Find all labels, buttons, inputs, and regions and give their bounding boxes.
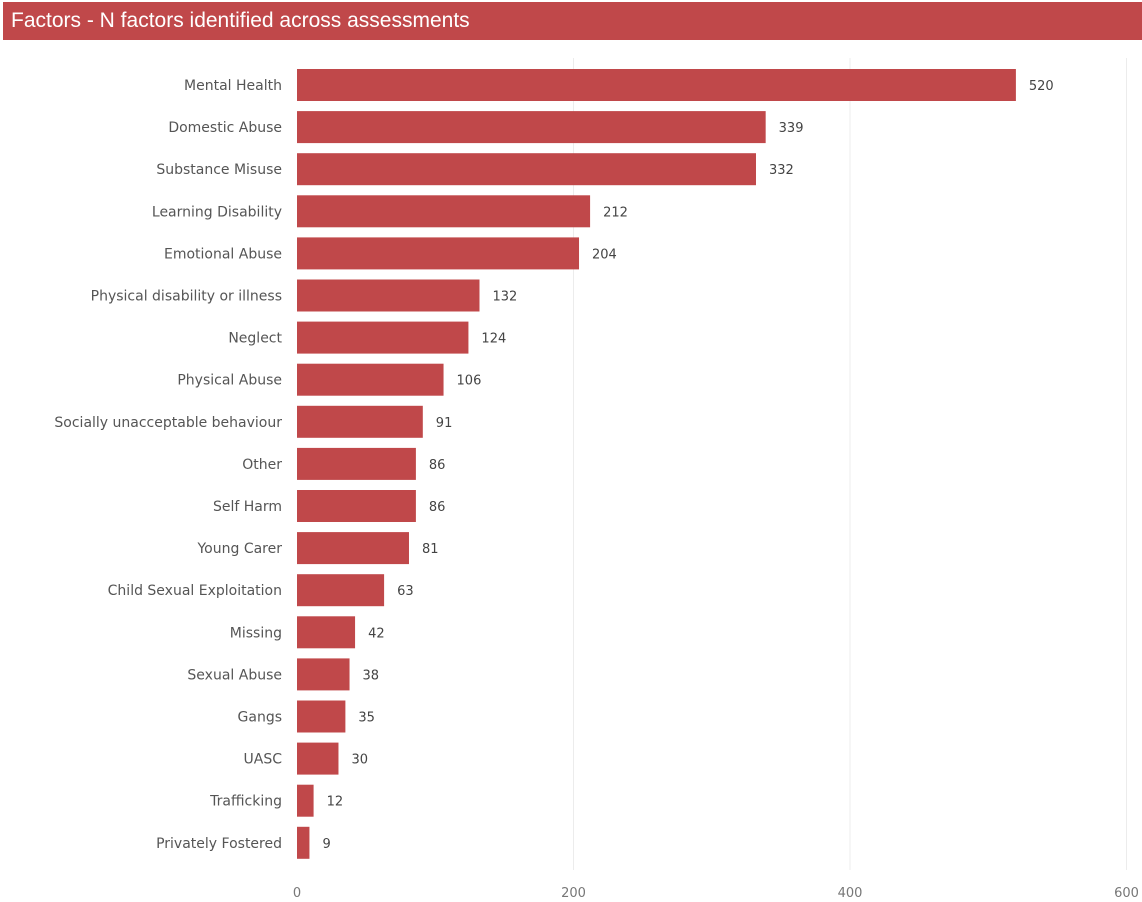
x-tick-label: 0 — [293, 886, 301, 901]
x-axis-ticks: 0 200 400 600 — [293, 886, 1139, 901]
data-label: 124 — [481, 332, 506, 347]
category-label: Substance Misuse — [156, 162, 282, 178]
category-label: Other — [242, 457, 282, 473]
category-label: Sexual Abuse — [187, 667, 282, 683]
category-label: Neglect — [228, 331, 282, 347]
data-label: 63 — [397, 584, 414, 599]
data-label: 42 — [368, 626, 385, 641]
bar[interactable] — [297, 447, 416, 480]
data-label: 106 — [457, 374, 482, 389]
bar[interactable] — [297, 111, 766, 144]
x-tick-label: 200 — [561, 886, 586, 901]
data-label: 339 — [779, 121, 804, 136]
data-label: 12 — [327, 795, 344, 810]
bar[interactable] — [297, 784, 314, 817]
data-label: 9 — [322, 837, 330, 852]
category-label: Emotional Abuse — [164, 246, 282, 262]
x-tick-label: 400 — [838, 886, 863, 901]
category-labels: Mental Health Domestic Abuse Substance Mis… — [54, 78, 282, 852]
data-label: 81 — [422, 542, 439, 557]
bar[interactable] — [297, 532, 409, 565]
category-label: Mental Health — [184, 78, 282, 94]
data-label: 212 — [603, 205, 628, 220]
bar[interactable] — [297, 69, 1016, 101]
bar[interactable] — [297, 195, 591, 228]
data-label: 204 — [592, 247, 617, 262]
data-label: 86 — [429, 500, 446, 515]
data-label: 520 — [1029, 79, 1054, 94]
category-label: Self Harm — [213, 499, 282, 515]
bar[interactable] — [297, 826, 310, 859]
category-label: Missing — [230, 625, 282, 641]
bar[interactable] — [297, 279, 480, 312]
category-label: Trafficking — [209, 794, 282, 810]
category-label: Gangs — [238, 710, 282, 726]
data-label: 91 — [436, 416, 453, 431]
category-label: Physical disability or illness — [91, 289, 282, 305]
data-label: 35 — [358, 711, 375, 726]
bar[interactable] — [297, 616, 356, 649]
bar[interactable] — [297, 574, 385, 607]
category-label: UASC — [244, 752, 283, 768]
gridlines — [573, 58, 1127, 870]
bar[interactable] — [297, 490, 416, 522]
bar[interactable] — [297, 405, 423, 438]
category-label: Privately Fostered — [156, 836, 282, 852]
category-label: Domestic Abuse — [168, 120, 282, 136]
bar[interactable] — [297, 237, 580, 270]
bars — [297, 69, 1016, 859]
bar[interactable] — [297, 658, 350, 691]
value-labels: 520 339 332 212 204 132 124 106 91 86 86 81 63 42 38 35… — [322, 79, 1053, 852]
bar[interactable] — [297, 742, 339, 775]
category-label: Learning Disability — [152, 204, 282, 220]
data-label: 132 — [492, 290, 517, 305]
chart-title-bar: Factors - N factors identified across as… — [3, 2, 1142, 40]
category-label: Child Sexual Exploitation — [108, 583, 282, 599]
bar[interactable] — [297, 321, 469, 354]
chart-title: Factors - N factors identified across as… — [11, 9, 470, 32]
category-label: Socially unacceptable behaviour — [54, 415, 282, 431]
bar[interactable] — [297, 153, 756, 186]
x-tick-label: 600 — [1114, 886, 1139, 901]
data-label: 30 — [351, 753, 368, 768]
category-label: Young Carer — [196, 541, 282, 557]
data-label: 86 — [429, 458, 446, 473]
data-label: 332 — [769, 163, 794, 178]
bar[interactable] — [297, 363, 444, 396]
data-label: 38 — [363, 668, 380, 683]
bar[interactable] — [297, 700, 346, 733]
category-label: Physical Abuse — [177, 373, 282, 389]
